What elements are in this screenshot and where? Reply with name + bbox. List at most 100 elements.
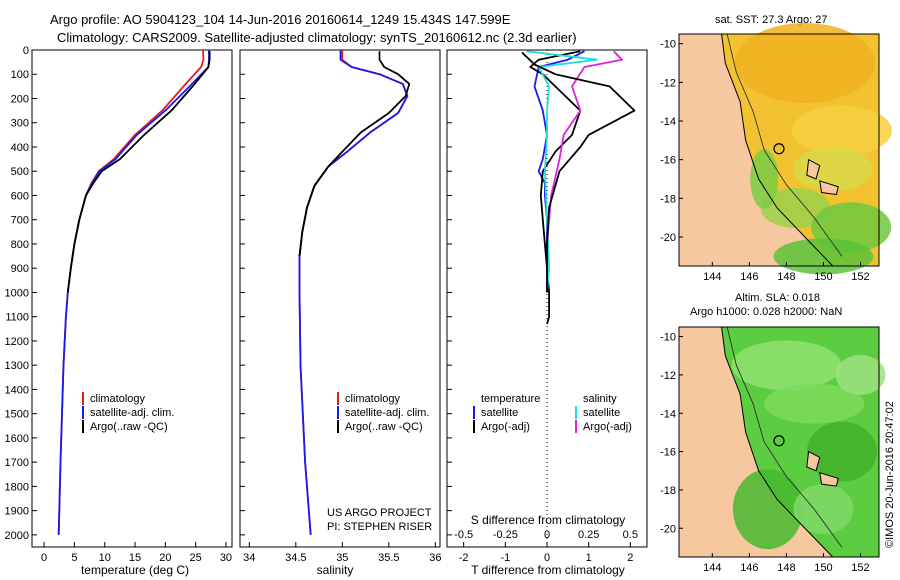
x-tick-label: 1 [586, 552, 592, 564]
series-line [526, 50, 598, 293]
argo-float-marker [773, 143, 785, 155]
y-tick-label: -12 [660, 77, 676, 89]
legend-label-argo: Argo(..raw -QC) [345, 421, 423, 433]
x-tick-label: 2 [627, 552, 633, 564]
field-blob [791, 105, 892, 156]
sla-map-title: Altim. SLA: 0.018 [735, 292, 820, 304]
x-tick-label: 34 [243, 552, 255, 564]
reef-island [819, 180, 839, 196]
x-tick-label: 0 [544, 552, 550, 564]
x-tick-label: 20 [159, 552, 171, 564]
y-tick-label: 1900 [5, 506, 29, 518]
x-tick-label: 36 [429, 552, 441, 564]
sst-map: 144 146 148 150 152 -10 -12 -14 -16 -18 -20 [660, 23, 892, 283]
legend-label-sal-argo: Argo(-adj) [583, 421, 632, 433]
imos-credit: ©IMOS 20-Jun-2016 20:47:02 [884, 401, 896, 548]
legend-label-climatology: climatology [90, 393, 146, 405]
x-tick-label: 35 [336, 552, 348, 564]
field-blob [750, 149, 779, 209]
series-line [57, 49, 205, 535]
x-tick-label: 0 [41, 552, 47, 564]
salinity-legend: climatology satellite-adj. clim. Argo(..… [337, 392, 429, 433]
y-tick-label: 300 [11, 118, 29, 130]
y-tick-label: 1200 [5, 336, 29, 348]
title-line-2: Climatology: CARS2009. Satellite-adjuste… [57, 30, 577, 45]
salinity-chart: 34 34.5 35 35.5 36 [240, 49, 441, 564]
y-tick-label: 1500 [5, 409, 29, 421]
x-tick-label: 146 [740, 562, 758, 574]
legend-label-temp-argo: Argo(-adj) [481, 421, 530, 433]
difference-xlabel: T difference from climatology [471, 563, 625, 577]
legend-label-sal-satellite: satellite [583, 407, 620, 419]
y-tick-label: -16 [660, 447, 676, 459]
y-tick-label: 1800 [5, 481, 29, 493]
legend-label-temp-satellite: satellite [481, 407, 518, 419]
y-tick-label: 900 [11, 263, 29, 275]
reef-island [806, 158, 821, 180]
legend-label-climatology: climatology [345, 393, 401, 405]
coastline [721, 33, 834, 267]
reef-island [819, 471, 839, 487]
x-tick-label: 5 [71, 552, 77, 564]
y-tick-label: 400 [11, 142, 29, 154]
y-tick-label: -14 [660, 116, 676, 128]
field-blob [793, 484, 854, 535]
y-tick-label: 1700 [5, 457, 29, 469]
x-tick-label: 150 [814, 562, 832, 574]
x-tick-label: 10 [99, 552, 111, 564]
temperature-xlabel: temperature (deg C) [81, 563, 189, 577]
field-blob [806, 421, 877, 482]
argo-float-marker [773, 435, 785, 447]
x-tick-label: 144 [703, 562, 721, 574]
sla-map-subtitle: Argo h1000: 0.028 h2000: NaN [690, 306, 842, 318]
x-tick-label: 148 [777, 271, 795, 283]
sla-map: 144 146 148 150 152 -10 -12 -14 -16 -18 -20 [660, 326, 886, 574]
legend-group-temperature: temperature [481, 393, 540, 405]
legend-label-argo: Argo(..raw -QC) [90, 421, 168, 433]
field-blob [760, 188, 831, 228]
y-tick-label: 500 [11, 166, 29, 178]
title-line-1: Argo profile: AO 5904123_104 14-Jun-2016… [50, 12, 511, 27]
field-blob [731, 340, 842, 391]
x-tick-label: 34.5 [285, 552, 306, 564]
y-tick-label: 200 [11, 93, 29, 105]
y-tick-label: -14 [660, 408, 676, 420]
top-x-tick-label: -0.5 [454, 529, 473, 541]
x-tick-label: -2 [459, 552, 469, 564]
field-blob [764, 383, 865, 424]
x-tick-label: 152 [851, 562, 869, 574]
y-tick-label: 1400 [5, 384, 29, 396]
series-line [298, 50, 409, 535]
y-tick-label: -16 [660, 155, 676, 167]
y-tick-label: -18 [660, 485, 676, 497]
y-tick-label: -18 [660, 193, 676, 205]
x-tick-label: 25 [190, 552, 202, 564]
x-tick-label: 35.5 [378, 552, 399, 564]
x-tick-label: 152 [851, 271, 869, 283]
field-blob [732, 469, 803, 550]
field-blob [734, 23, 875, 103]
coastline [721, 326, 834, 558]
series-line [298, 51, 411, 257]
series-line [298, 50, 409, 535]
difference-legend: temperature salinity satellite Argo(-adj… [473, 393, 632, 433]
x-tick-label: 30 [220, 552, 232, 564]
x-tick-label: 15 [129, 552, 141, 564]
y-tick-label: 100 [11, 69, 29, 81]
temperature-legend: climatology satellite-adj. clim. Argo(..… [82, 392, 174, 433]
y-tick-label: -12 [660, 370, 676, 382]
y-tick-label: 1000 [5, 287, 29, 299]
top-x-tick-label: 0.5 [623, 529, 638, 541]
reef-island [806, 450, 821, 472]
legend-label-satellite: satellite-adj. clim. [345, 407, 429, 419]
x-tick-label: 148 [777, 562, 795, 574]
x-tick-label: 150 [814, 271, 832, 283]
map-frame [678, 33, 880, 267]
shelf-contour [726, 326, 843, 548]
series-line [57, 50, 210, 535]
shelf-contour [726, 33, 843, 257]
y-tick-label: 700 [11, 215, 29, 227]
top-x-tick-label: -0.25 [493, 529, 518, 541]
series-line [521, 51, 636, 293]
